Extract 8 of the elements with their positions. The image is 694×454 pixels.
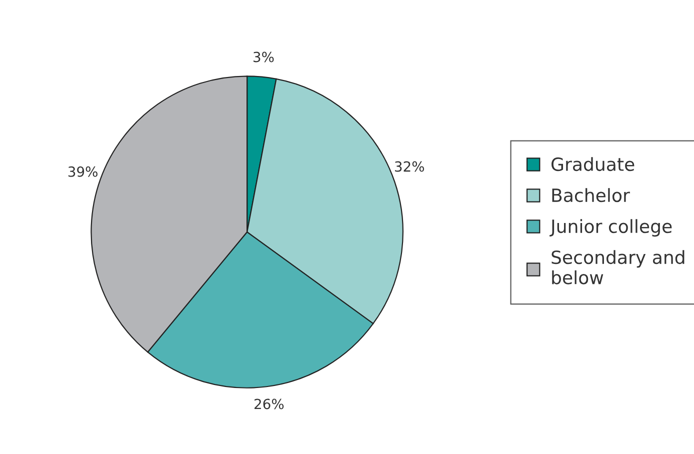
data-label: 39% bbox=[68, 166, 98, 177]
data-label: 26% bbox=[254, 398, 284, 410]
legend-label: Bachelor bbox=[552, 188, 630, 202]
legend-label: Junior college bbox=[550, 219, 672, 237]
legend-label: Secondary and below bbox=[552, 250, 684, 284]
data-label: 32% bbox=[394, 161, 424, 172]
legend-label: Graduate bbox=[552, 157, 634, 172]
data-label: 3% bbox=[254, 52, 274, 62]
